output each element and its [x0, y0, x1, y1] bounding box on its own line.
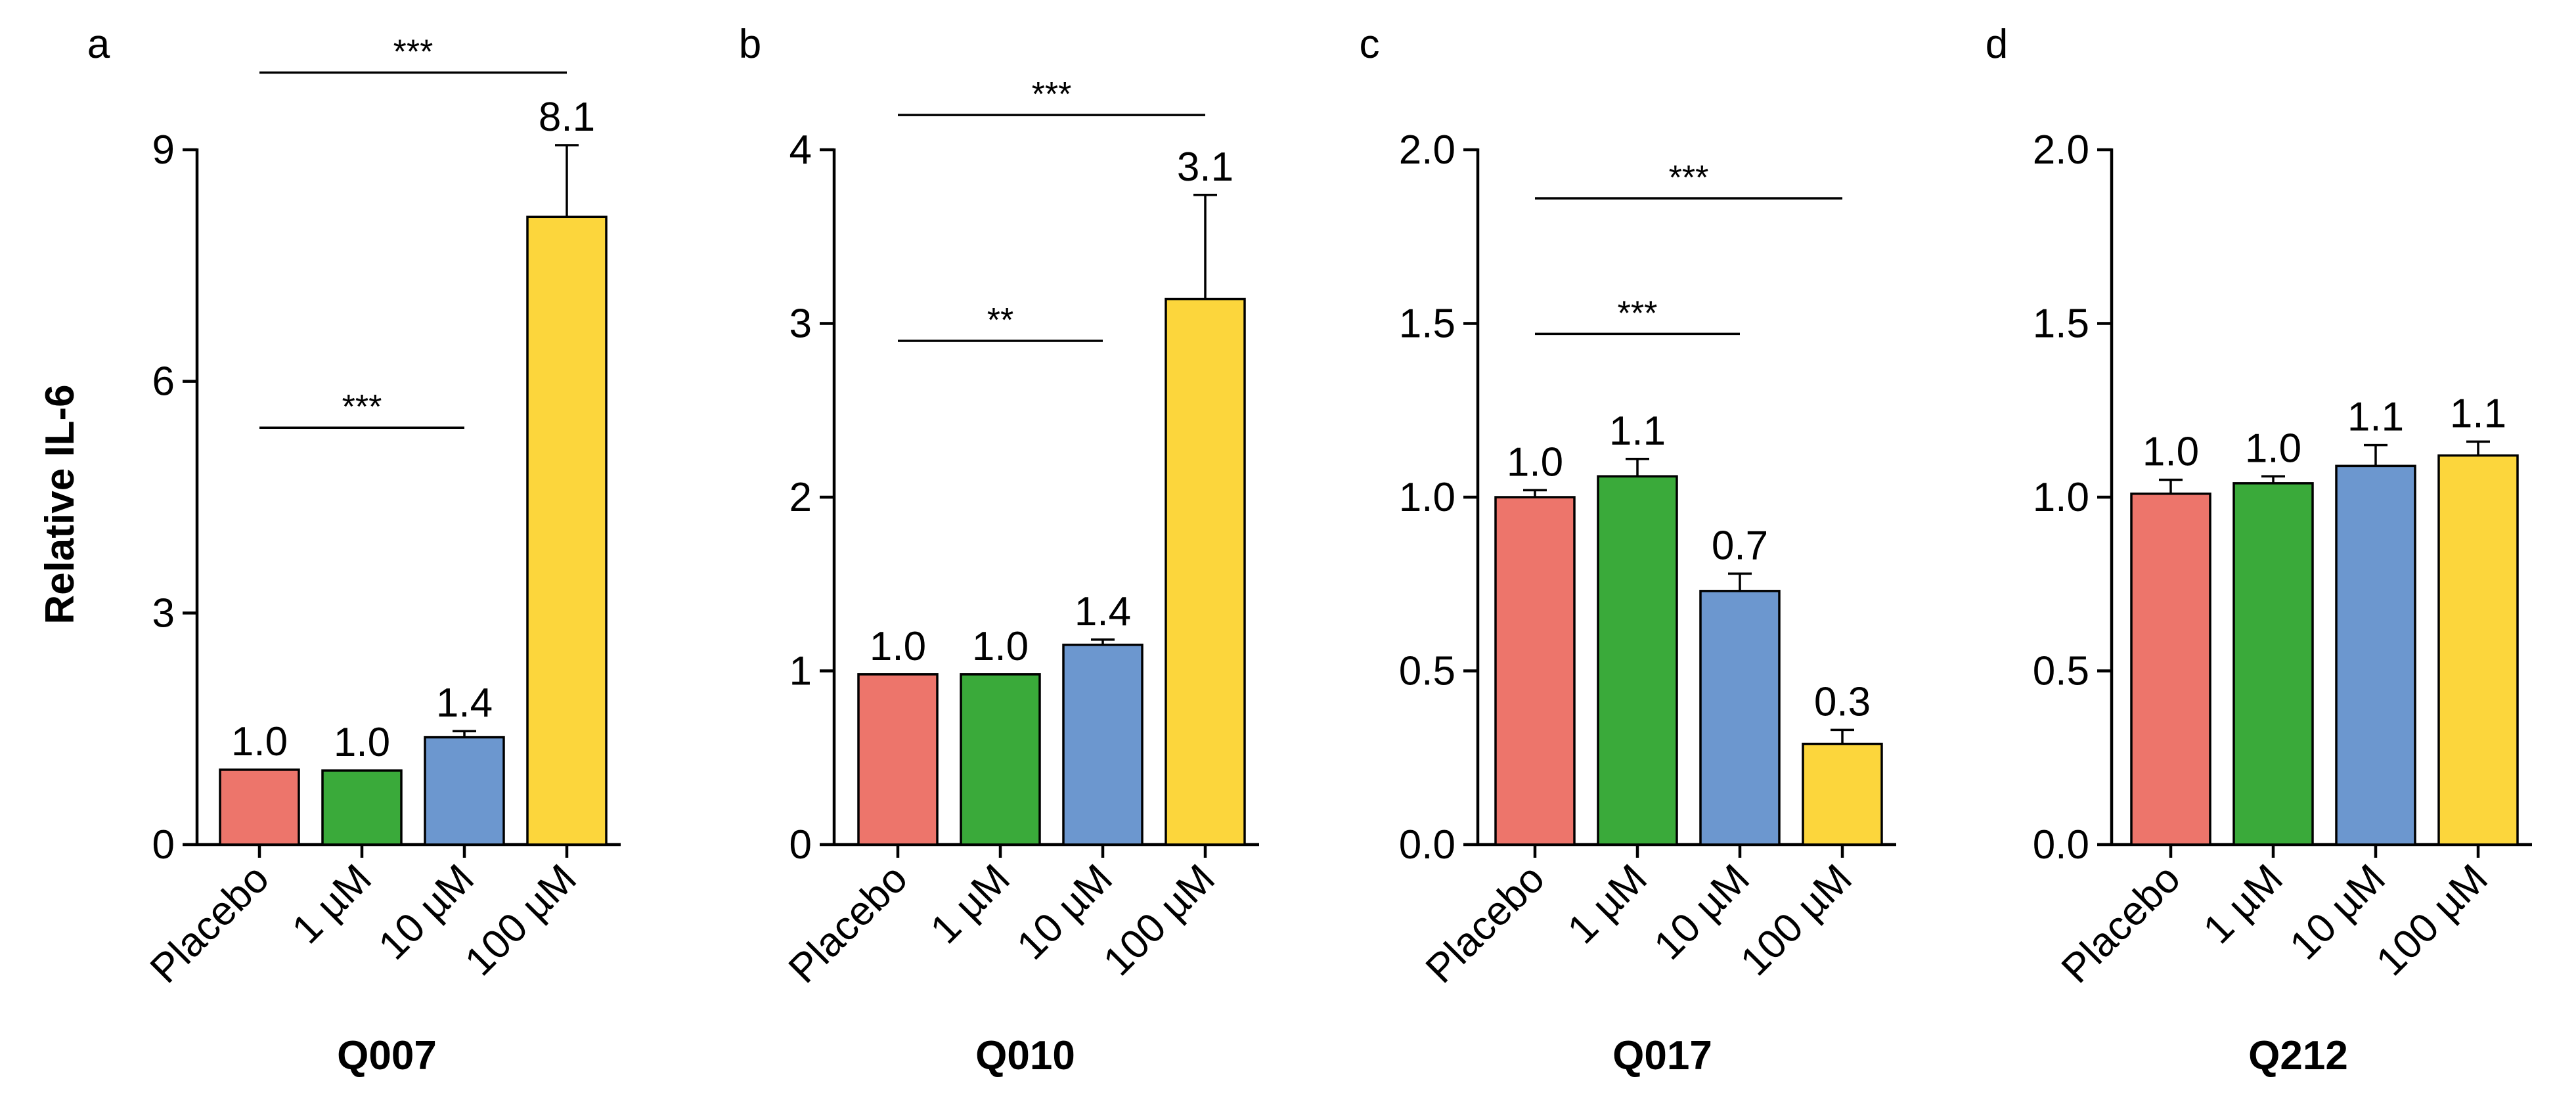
bar-b-2 [1062, 644, 1144, 846]
panel-letter-a: a [87, 22, 110, 67]
bar-b-0 [857, 673, 939, 846]
significance-stars: *** [393, 33, 433, 71]
category-label: 1 µM [2195, 856, 2292, 952]
y-tick-label: 0 [152, 822, 175, 868]
significance-stars: *** [1669, 159, 1709, 197]
value-label: 1.1 [1609, 409, 1666, 454]
y-tick-label: 0 [789, 822, 812, 868]
value-label: 1.0 [2245, 426, 2301, 471]
value-label: 1.0 [2143, 430, 2199, 475]
y-tick-label: 1 [789, 649, 812, 694]
bar-c-1 [1597, 475, 1678, 846]
value-label: 8.1 [539, 95, 595, 140]
value-label: 1.0 [334, 720, 390, 765]
error-bar [1728, 572, 1752, 591]
bar-c-2 [1699, 590, 1781, 846]
bar-b-3 [1165, 298, 1246, 846]
bar-a-2 [424, 736, 505, 846]
category-label: 100 µM [2368, 856, 2497, 984]
y-tick-label: 3 [789, 301, 812, 347]
bar-d-1 [2232, 482, 2314, 846]
panel-title-d: Q212 [2248, 1033, 2348, 1078]
value-label: 1.1 [2450, 391, 2506, 436]
error-bar [453, 730, 476, 738]
y-tick-label: 1.5 [2033, 301, 2089, 347]
value-label: 1.0 [972, 624, 1029, 669]
panel-letter-b: b [739, 22, 761, 67]
category-label: 100 µM [1095, 856, 1224, 984]
significance-stars: ** [987, 301, 1013, 340]
bar-d-0 [2130, 492, 2211, 846]
category-label: Placebo [2053, 856, 2189, 992]
bar-d-3 [2437, 454, 2519, 846]
panel-letter-c: c [1360, 22, 1380, 67]
value-label: 1.4 [436, 680, 493, 726]
y-tick-label: 0.5 [1399, 649, 1455, 694]
error-bar [2261, 475, 2285, 483]
category-label: 100 µM [456, 856, 585, 984]
value-label: 1.0 [231, 719, 288, 764]
error-bar [1831, 728, 1854, 744]
y-tick-label: 4 [789, 127, 812, 173]
bar-d-2 [2335, 464, 2416, 846]
y-tick-label: 1.0 [1399, 475, 1455, 520]
bar-a-1 [321, 769, 403, 846]
panel-title-c: Q017 [1612, 1033, 1712, 1078]
bar-a-3 [526, 215, 608, 846]
error-bar [2159, 478, 2183, 494]
category-label: Placebo [142, 856, 278, 992]
error-bar [2466, 440, 2490, 456]
y-axis-label: Relative IL-6 [37, 384, 83, 624]
category-label: 1 µM [1559, 856, 1656, 952]
y-tick-label: 2.0 [1399, 127, 1455, 173]
y-tick-label: 0.5 [2033, 649, 2089, 694]
error-bar [555, 144, 579, 217]
category-label: Placebo [780, 856, 916, 992]
panel-title-a: Q007 [337, 1033, 437, 1078]
value-label: 1.1 [2347, 395, 2404, 440]
category-label: Placebo [1417, 856, 1553, 992]
category-label: 100 µM [1732, 856, 1861, 984]
error-bar [1523, 489, 1547, 497]
value-label: 1.4 [1075, 589, 1131, 634]
bar-a-0 [219, 768, 300, 846]
category-label: 1 µM [922, 856, 1019, 952]
value-label: 1.0 [1507, 439, 1563, 485]
error-bar [2364, 443, 2387, 466]
bar-c-0 [1494, 496, 1576, 846]
error-bar [1091, 638, 1115, 645]
category-label: 1 µM [284, 856, 380, 952]
error-bar [1193, 194, 1217, 299]
y-tick-label: 2.0 [2033, 127, 2089, 173]
y-tick-label: 0.0 [2033, 822, 2089, 868]
y-tick-label: 6 [152, 359, 175, 405]
y-tick-label: 9 [152, 127, 175, 173]
y-tick-label: 3 [152, 590, 175, 636]
significance-stars: *** [342, 388, 382, 426]
value-label: 0.7 [1712, 523, 1768, 568]
value-label: 1.0 [870, 624, 926, 669]
value-label: 0.3 [1814, 679, 1871, 724]
value-label: 3.1 [1177, 144, 1233, 190]
y-tick-label: 0.0 [1399, 822, 1455, 868]
panel-title-b: Q010 [975, 1033, 1075, 1078]
y-tick-label: 2 [789, 475, 812, 520]
y-tick-label: 1.0 [2033, 475, 2089, 520]
error-bar [1626, 458, 1649, 477]
bar-c-3 [1802, 742, 1883, 846]
panel-letter-d: d [1986, 22, 2008, 67]
significance-stars: *** [1618, 294, 1658, 332]
y-tick-label: 1.5 [1399, 301, 1455, 347]
significance-stars: *** [1032, 76, 1072, 114]
bar-b-1 [960, 673, 1041, 846]
